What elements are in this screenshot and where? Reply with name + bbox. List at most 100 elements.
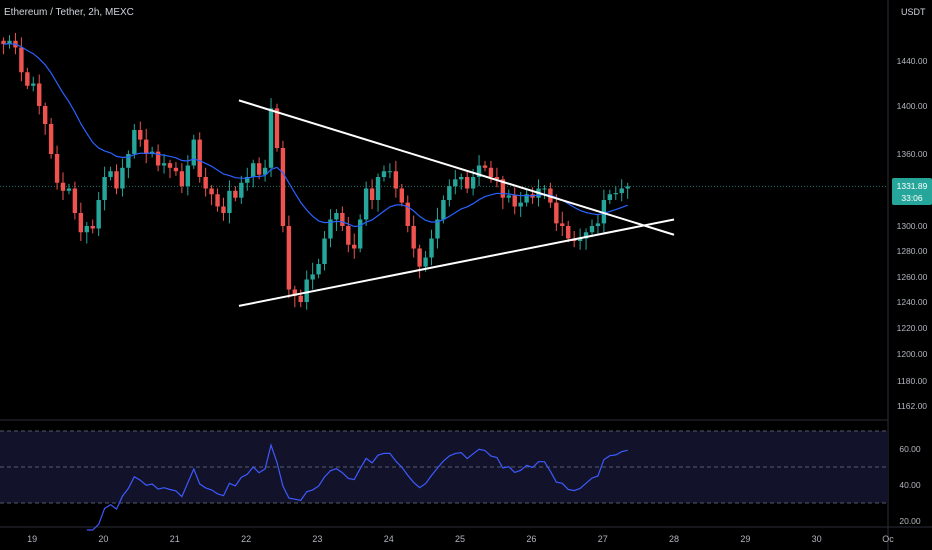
candle-body xyxy=(197,139,202,177)
candle-body xyxy=(482,165,488,168)
candle-body xyxy=(566,226,571,239)
candle-body xyxy=(96,200,101,229)
rsi-pane xyxy=(0,430,888,531)
candle-body xyxy=(607,194,613,200)
candle-body xyxy=(37,83,42,106)
candle-body xyxy=(274,108,280,148)
time-tick-label: 30 xyxy=(812,534,822,544)
candle-body xyxy=(60,182,66,191)
candle-body xyxy=(494,177,500,180)
candle-body xyxy=(256,163,262,175)
upper-trendline xyxy=(238,99,675,236)
time-tick-label: 22 xyxy=(241,534,251,544)
rsi-line xyxy=(86,442,628,531)
time-tick-label: 23 xyxy=(312,534,322,544)
candle-body xyxy=(155,151,161,166)
candle-body xyxy=(405,202,410,226)
candle-body xyxy=(393,171,399,189)
candle-body xyxy=(161,163,167,166)
candle-body xyxy=(310,274,315,280)
candle-body xyxy=(322,238,327,264)
candle-body xyxy=(625,186,630,189)
moving-average xyxy=(3,43,628,228)
price-tick-label: 1280.00 xyxy=(897,246,928,256)
candle-body xyxy=(48,124,54,154)
candle-body xyxy=(203,177,208,189)
price-axis-ticks: 1440.001400.001360.001320.001300.001280.… xyxy=(897,56,928,411)
time-tick-label: 24 xyxy=(384,534,394,544)
candle-body xyxy=(185,165,191,187)
candles xyxy=(1,32,630,310)
candle-body xyxy=(292,289,298,296)
candle-body xyxy=(19,47,24,73)
candle-body xyxy=(7,40,12,45)
candle-body xyxy=(72,188,78,213)
candle-body xyxy=(31,83,36,86)
candle-body xyxy=(78,213,84,233)
price-tick-label: 1220.00 xyxy=(897,323,928,333)
price-unit-label[interactable]: USDT xyxy=(901,7,926,17)
candle-body xyxy=(595,223,601,226)
time-tick-label: 28 xyxy=(669,534,679,544)
candle-body xyxy=(453,179,458,187)
candle-body xyxy=(470,177,476,189)
time-tick-label: 20 xyxy=(98,534,108,544)
rsi-axis-ticks: 60.00 40.00 20.00 xyxy=(899,444,921,526)
candle-body xyxy=(601,200,607,224)
candle-body xyxy=(518,202,523,207)
lower-trendline xyxy=(238,218,675,307)
price-badge-countdown: 33:06 xyxy=(901,193,923,203)
candle-body xyxy=(352,244,357,249)
candle-body xyxy=(42,106,48,124)
candle-body xyxy=(102,177,107,200)
price-tick-label: 1180.00 xyxy=(897,376,927,386)
candle-body xyxy=(387,171,393,173)
candle-body xyxy=(459,177,464,180)
candle-body xyxy=(435,219,440,239)
candle-body xyxy=(25,72,30,86)
price-tick-label: 1440.00 xyxy=(897,56,928,66)
candle-body xyxy=(298,295,303,302)
candle-body xyxy=(346,226,351,245)
candle-body xyxy=(500,179,506,198)
candle-body xyxy=(340,213,345,226)
candle-body xyxy=(245,177,250,183)
moving-average-line xyxy=(3,43,628,228)
candle-body xyxy=(251,163,256,177)
candle-body xyxy=(375,177,381,200)
price-badge[interactable]: 1331.89 33:06 xyxy=(892,178,932,205)
candle-body xyxy=(417,248,422,267)
candle-body xyxy=(464,177,470,189)
candle-body xyxy=(476,165,482,177)
candle-body xyxy=(114,171,119,189)
candle-body xyxy=(316,264,321,275)
trendlines xyxy=(238,99,675,307)
candle-body xyxy=(173,167,179,172)
candle-body xyxy=(84,226,89,233)
candle-body xyxy=(411,226,416,249)
candle-body xyxy=(619,188,624,194)
candle-body xyxy=(542,188,547,190)
candle-body xyxy=(262,167,268,175)
candle-body xyxy=(334,213,339,220)
candle-body xyxy=(381,171,387,177)
candle-body xyxy=(488,167,494,177)
rsi-tick-label: 20.00 xyxy=(899,516,921,526)
candle-body xyxy=(1,40,6,45)
candle-body xyxy=(583,232,589,239)
price-tick-label: 1400.00 xyxy=(897,101,928,111)
candle-body xyxy=(209,188,214,195)
candle-body xyxy=(328,219,333,239)
price-tick-label: 1260.00 xyxy=(897,272,928,282)
candle-body xyxy=(233,190,238,198)
candle-body xyxy=(286,226,292,290)
candle-body xyxy=(90,226,95,229)
time-tick-label: 21 xyxy=(170,534,180,544)
time-tick-label: 19 xyxy=(27,534,37,544)
candle-body xyxy=(138,130,143,140)
candle-body xyxy=(589,226,595,233)
rsi-tick-label: 60.00 xyxy=(899,444,921,454)
symbol-header[interactable]: Ethereum / Tether, 2h, MEXC xyxy=(4,7,134,18)
candle-body xyxy=(423,257,428,267)
